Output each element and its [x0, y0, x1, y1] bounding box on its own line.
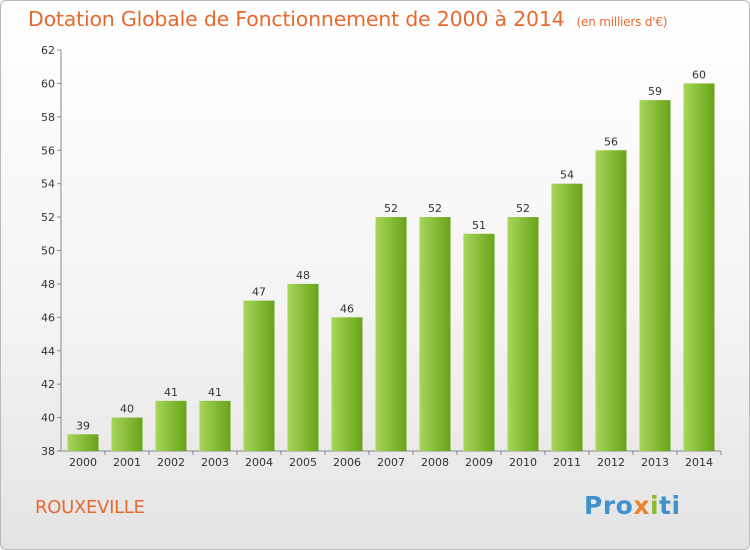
bar-value-label: 52 [516, 202, 530, 215]
y-tick-label: 56 [41, 144, 55, 157]
y-tick-label: 38 [41, 445, 55, 458]
chart-title: Dotation Globale de Fonctionnement de 20… [28, 7, 667, 31]
bar-value-label: 51 [472, 219, 486, 232]
bar [67, 434, 99, 451]
bar [507, 217, 539, 451]
x-tick-label: 2012 [597, 456, 625, 469]
y-tick-label: 62 [41, 44, 55, 57]
x-tick-label: 2010 [509, 456, 537, 469]
y-tick-label: 42 [41, 378, 55, 391]
bar-value-label: 40 [120, 403, 134, 416]
bar [155, 400, 187, 451]
bar-value-label: 52 [428, 202, 442, 215]
bar-value-label: 59 [648, 85, 662, 98]
bar-value-label: 52 [384, 202, 398, 215]
chart-title-text: Dotation Globale de Fonctionnement de 20… [28, 7, 565, 31]
bar-value-label: 54 [560, 169, 574, 182]
y-tick-label: 60 [41, 77, 55, 90]
commune-name: ROUXEVILLE [35, 497, 145, 518]
bar [111, 417, 143, 451]
y-tick-label: 54 [41, 178, 55, 191]
bar [551, 183, 583, 451]
chart-subtitle: (en milliers d'€) [576, 15, 668, 29]
bar [199, 400, 231, 451]
bar [595, 150, 627, 451]
logo-part-3: i [649, 491, 660, 520]
y-tick-label: 58 [41, 111, 55, 124]
bar-value-label: 56 [604, 135, 618, 148]
x-tick-label: 2007 [377, 456, 405, 469]
x-tick-label: 2008 [421, 456, 449, 469]
logo-part-2: x [633, 491, 650, 520]
y-tick-label: 52 [41, 211, 55, 224]
bar-value-label: 39 [76, 419, 90, 432]
bar [331, 317, 363, 451]
bar-value-label: 48 [296, 269, 310, 282]
y-tick-label: 50 [41, 245, 55, 258]
logo-part-4: ti [659, 491, 681, 520]
bar-value-label: 47 [252, 286, 266, 299]
y-tick-label: 48 [41, 278, 55, 291]
x-tick-label: 2005 [289, 456, 317, 469]
bar-value-label: 46 [340, 302, 354, 315]
x-tick-label: 2000 [69, 456, 97, 469]
logo-part-1: Pro [584, 491, 634, 520]
x-tick-label: 2011 [553, 456, 581, 469]
x-tick-label: 2014 [685, 456, 713, 469]
bar [463, 233, 495, 451]
x-tick-label: 2006 [333, 456, 361, 469]
bar [243, 300, 275, 451]
x-tick-label: 2013 [641, 456, 669, 469]
x-tick-label: 2004 [245, 456, 273, 469]
x-tick-label: 2001 [113, 456, 141, 469]
y-tick-label: 46 [41, 311, 55, 324]
bar [683, 83, 715, 452]
bar [287, 283, 319, 451]
proxiti-logo[interactable]: Proxiti [584, 491, 681, 520]
bar-value-label: 41 [164, 386, 178, 399]
x-tick-label: 2002 [157, 456, 185, 469]
bar-value-label: 60 [692, 68, 706, 81]
bar [419, 217, 451, 451]
y-tick-label: 44 [41, 345, 55, 358]
bar [639, 100, 671, 451]
bar-value-label: 41 [208, 386, 222, 399]
bar [375, 217, 407, 451]
x-tick-label: 2009 [465, 456, 493, 469]
y-tick-label: 40 [41, 412, 55, 425]
x-tick-label: 2003 [201, 456, 229, 469]
